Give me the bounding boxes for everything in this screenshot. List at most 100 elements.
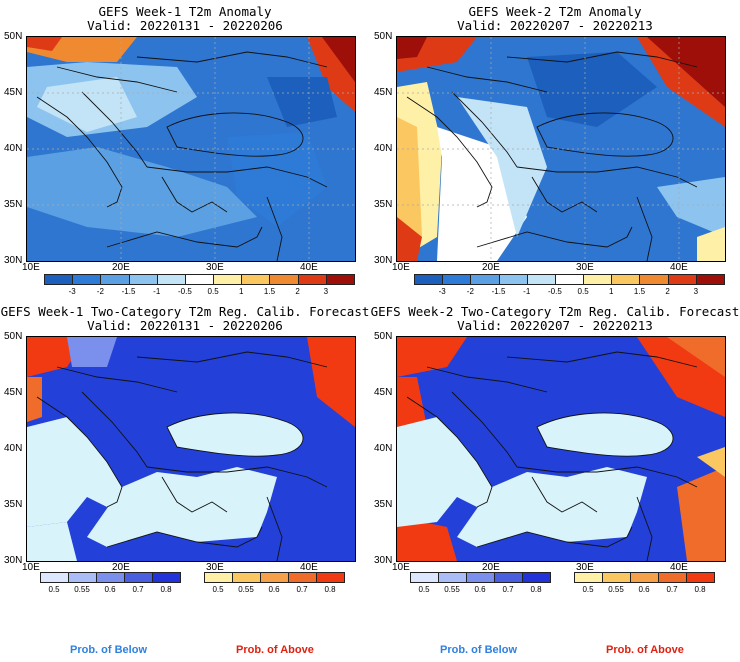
colorbar-tick-label: -2 [466,287,474,296]
lat-label: 45N [4,87,23,98]
colorbar-tick-label: 0.7 [296,585,308,594]
panel-valid-dates: Valid: 20220131 - 20220206 [87,318,283,333]
colorbar-swatch [128,274,158,285]
lon-label: 40E [670,262,688,273]
lat-label: 35N [4,499,23,510]
colorbar-swatch [100,274,130,285]
colorbar-tick-label: 1 [239,287,244,296]
colorbar-tick-label: 2 [665,287,670,296]
colorbar-tick-label: 0.5 [207,287,219,296]
prob-above-legend-label: Prob. of Above [236,644,314,656]
lat-label: 50N [374,331,393,342]
anomaly-colorbar: -3 -2 -1.5 -1 -0.5 0.5 1 1.5 2 3 [44,274,355,298]
panel-valid-dates: Valid: 20220207 - 20220213 [457,318,653,333]
probability-map-graphic [27,337,355,561]
colorbar-swatch [269,274,299,285]
colorbar-tick-label: -1 [523,287,531,296]
colorbar-swatch [442,274,472,285]
colorbar-swatch [44,274,74,285]
colorbar-tick-label: 0.5 [577,287,589,296]
prob-below-colorbar: 0.5 0.55 0.6 0.7 0.8 [40,572,181,596]
lat-label: 45N [4,387,23,398]
prob-above-legend-label: Prob. of Above [606,644,684,656]
lat-label: 30N [374,555,393,566]
colorbar-tick-label: -0.5 [548,287,562,296]
colorbar-swatch [611,274,641,285]
colorbar-tick-label: 0.55 [74,585,90,594]
lon-label: 10E [22,262,40,273]
colorbar-tick-label: 0.5 [212,585,224,594]
panel-week2-probability: GEFS Week-2 Two-Category T2m Reg. Calib.… [370,300,740,600]
colorbar-tick-label: 0.55 [444,585,460,594]
colorbar-tick-label: -3 [438,287,446,296]
lon-label: 20E [112,262,130,273]
colorbar-swatch [316,572,345,583]
lat-label: 40N [374,443,393,454]
lat-label: 50N [4,331,23,342]
probability-map[interactable] [396,336,726,562]
lat-label: 40N [4,443,23,454]
colorbar-tick-label: 0.6 [104,585,116,594]
lat-label: 30N [4,255,23,266]
colorbar-tick-label: -1.5 [121,287,136,296]
lon-label: 30E [206,262,224,273]
panel-title: GEFS Week-2 Two-Category T2m Reg. Calib.… [370,304,740,319]
lon-label: 20E [482,562,500,573]
colorbar-tick-label: -1.5 [491,287,506,296]
colorbar-tick-label: 1.5 [633,287,646,296]
colorbar-swatch [438,572,467,583]
colorbar-tick-label: 3 [323,287,329,296]
colorbar-swatch [583,274,613,285]
colorbar-swatch [410,572,439,583]
panel-week2-anomaly: GEFS Week-2 T2m Anomaly Valid: 20220207 … [370,0,740,300]
colorbar-swatch [96,572,125,583]
colorbar-tick-label: -2 [96,287,104,296]
colorbar-swatch [232,572,261,583]
colorbar-tick-label: -1 [153,287,161,296]
lat-label: 40N [374,143,393,154]
colorbar-swatch [526,274,556,285]
colorbar-swatch [658,572,687,583]
colorbar-tick-label: 0.5 [418,585,430,594]
lat-label: 35N [4,199,23,210]
lon-label: 10E [22,562,40,573]
lat-label: 40N [4,143,23,154]
colorbar-swatch [667,274,697,285]
lat-label: 35N [374,199,393,210]
colorbar-swatch [466,572,495,583]
colorbar-swatch [498,274,528,285]
prob-above-colorbar: 0.5 0.55 0.6 0.7 0.8 [574,572,715,596]
lat-label: 50N [374,31,393,42]
colorbar-swatch [297,274,327,285]
colorbar-tick-label: 1 [609,287,614,296]
anomaly-map[interactable] [396,36,726,262]
colorbar-swatch [522,572,551,583]
colorbar-swatch [630,572,659,583]
panel-title: GEFS Week-2 T2m Anomaly [468,4,642,19]
lon-label: 20E [482,262,500,273]
lon-label: 40E [670,562,688,573]
panel-week1-probability: GEFS Week-1 Two-Category T2m Reg. Calib.… [0,300,370,600]
colorbar-tick-label: 0.55 [608,585,624,594]
prob-below-colorbar: 0.5 0.55 0.6 0.7 0.8 [410,572,551,596]
prob-above-colorbar: 0.5 0.55 0.6 0.7 0.8 [204,572,345,596]
probability-map[interactable] [26,336,356,562]
colorbar-swatch [213,274,243,285]
colorbar-swatch [68,572,97,583]
colorbar-tick-label: 0.6 [474,585,486,594]
colorbar-swatch [414,274,444,285]
colorbar-swatch [639,274,669,285]
colorbar-tick-label: 0.8 [530,585,542,594]
anomaly-map-graphic [397,37,725,261]
colorbar-tick-label: 0.55 [238,585,254,594]
colorbar-tick-label: 0.7 [132,585,144,594]
lon-label: 30E [576,262,594,273]
lat-label: 45N [374,87,393,98]
anomaly-colorbar: -3 -2 -1.5 -1 -0.5 0.5 1 1.5 2 3 [414,274,725,298]
colorbar-tick-label: 0.8 [324,585,336,594]
anomaly-map[interactable] [26,36,356,262]
colorbar-tick-label: 0.5 [48,585,60,594]
panel-valid-dates: Valid: 20220131 - 20220206 [87,18,283,33]
colorbar-tick-label: 0.6 [638,585,650,594]
probability-map-graphic [397,337,725,561]
